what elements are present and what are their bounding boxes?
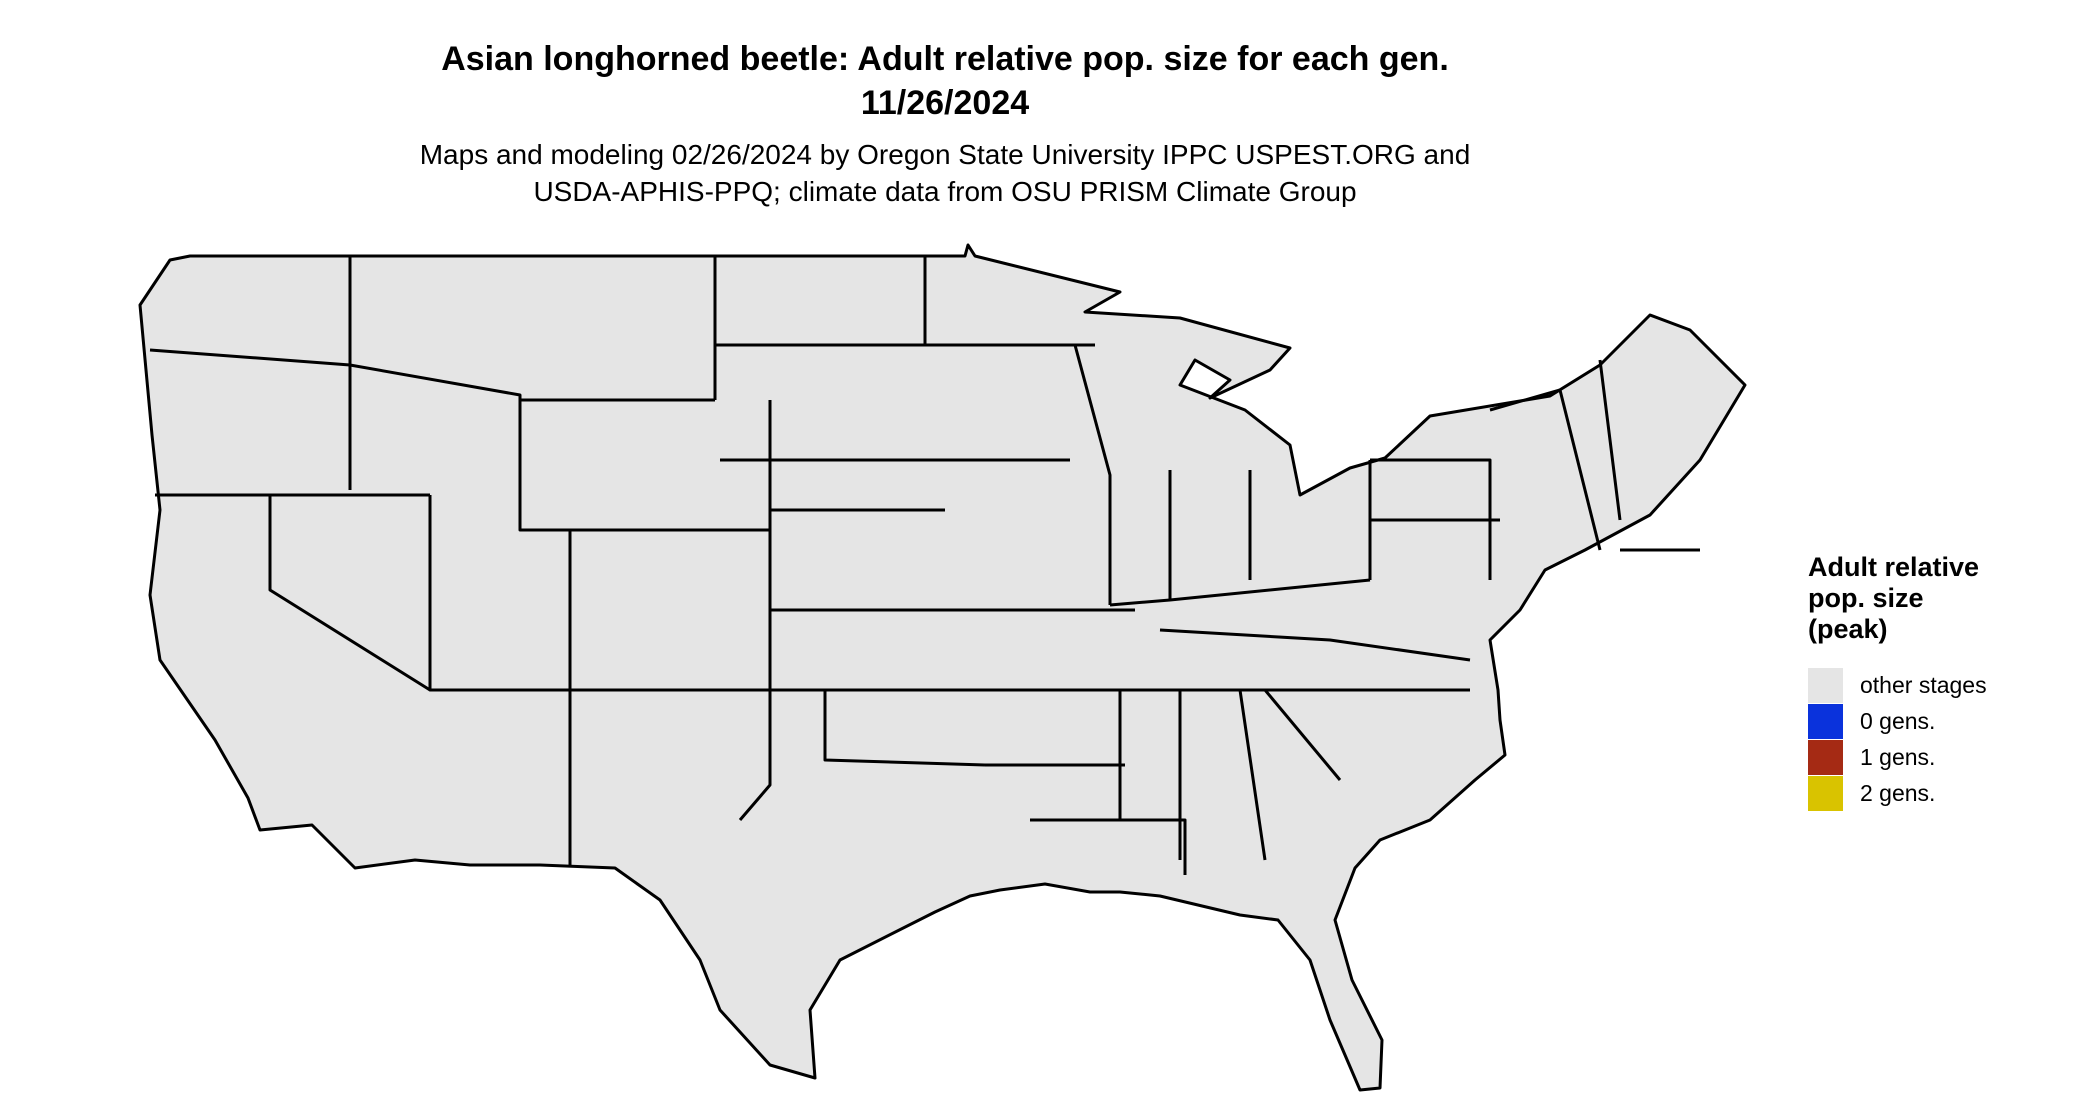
border-wa-or <box>149 348 351 367</box>
border-nv-az <box>268 495 431 692</box>
border-ms-al-ga <box>1118 689 1342 861</box>
legend-label: 0 gens. <box>1860 707 1936 734</box>
legend-swatch <box>1808 739 1843 775</box>
legend-item: 1 gens. <box>1808 739 2088 775</box>
legend-label: other stages <box>1860 671 1987 698</box>
border-mt-south <box>349 363 715 402</box>
legend-title: Adult relative pop. size (peak) <box>1808 552 2088 645</box>
legend: Adult relative pop. size (peak) other st… <box>1808 552 2088 811</box>
legend-item: 0 gens. <box>1808 703 2088 739</box>
legend-items: other stages 0 gens. 1 gens. 2 gens. <box>1808 667 2088 811</box>
border-wi-il-in-oh <box>1073 344 1372 605</box>
chart-title: Asian longhorned beetle: Adult relative … <box>441 40 1449 78</box>
border-ut <box>428 495 572 692</box>
chart-date: 11/26/2024 <box>860 84 1030 122</box>
legend-swatch <box>1808 703 1843 739</box>
us-map <box>138 243 1747 1092</box>
legend-item: other stages <box>1808 667 2088 703</box>
border-new-england <box>1558 359 1700 552</box>
border-pa-ny <box>1370 388 1561 580</box>
border-ky-tn <box>1109 578 1471 692</box>
legend-title-line3: (peak) <box>1808 614 1888 644</box>
legend-title-line2: pop. size <box>1808 583 1924 613</box>
chart-subtitle-line1: Maps and modeling 02/26/2024 by Oregon S… <box>419 139 1471 170</box>
chart-subtitle-line2: USDA-APHIS-PPQ; climate data from OSU PR… <box>533 176 1357 207</box>
border-nm-tx <box>738 690 772 821</box>
legend-title-line1: Adult relative <box>1808 552 1980 582</box>
border-mn-ia-mo <box>923 256 1135 612</box>
border-ne-ks <box>770 508 985 692</box>
legend-label: 2 gens. <box>1860 779 1936 806</box>
border-ok-tx <box>823 690 986 767</box>
state-borders <box>138 243 1747 1092</box>
legend-swatch <box>1808 667 1843 703</box>
legend-swatch <box>1808 775 1843 811</box>
border-ar-la <box>985 688 1187 875</box>
legend-label: 1 gens. <box>1860 743 1936 770</box>
legend-item: 2 gens. <box>1808 775 2088 811</box>
